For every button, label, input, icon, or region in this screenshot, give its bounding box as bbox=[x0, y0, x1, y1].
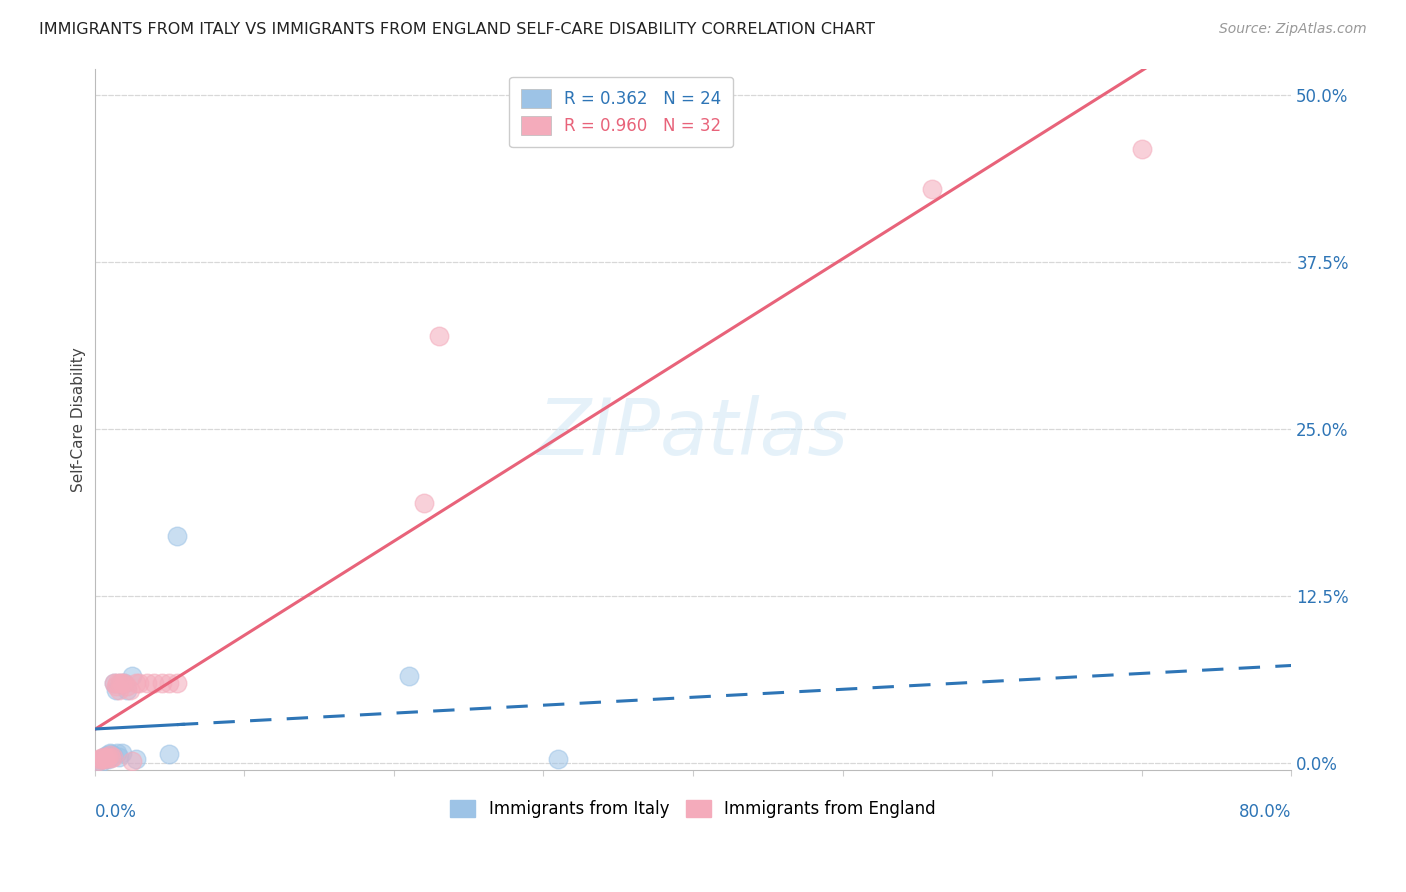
Text: 80.0%: 80.0% bbox=[1239, 804, 1291, 822]
Point bbox=[921, 182, 943, 196]
Point bbox=[114, 676, 136, 690]
Point bbox=[87, 752, 110, 766]
Point bbox=[427, 328, 450, 343]
Point bbox=[117, 682, 139, 697]
Y-axis label: Self-Care Disability: Self-Care Disability bbox=[72, 347, 86, 491]
Point bbox=[105, 746, 128, 760]
Point bbox=[98, 748, 121, 763]
Point bbox=[114, 676, 136, 690]
Point bbox=[91, 752, 114, 766]
Point bbox=[97, 752, 120, 766]
Point bbox=[121, 669, 143, 683]
Point bbox=[121, 754, 143, 768]
Legend: Immigrants from Italy, Immigrants from England: Immigrants from Italy, Immigrants from E… bbox=[443, 793, 942, 825]
Point bbox=[86, 754, 108, 768]
Point bbox=[100, 751, 122, 765]
Point bbox=[110, 746, 132, 760]
Point bbox=[107, 682, 129, 697]
Point bbox=[117, 679, 139, 693]
Point bbox=[120, 682, 142, 697]
Point bbox=[412, 496, 434, 510]
Point bbox=[86, 754, 108, 768]
Point bbox=[94, 752, 117, 766]
Point bbox=[103, 676, 125, 690]
Point bbox=[104, 679, 127, 693]
Point bbox=[90, 751, 112, 765]
Point bbox=[105, 676, 128, 690]
Point bbox=[128, 676, 150, 690]
Text: ZIPatlas: ZIPatlas bbox=[537, 395, 848, 471]
Point bbox=[108, 676, 131, 690]
Point bbox=[125, 752, 148, 766]
Point bbox=[98, 746, 121, 760]
Point bbox=[166, 676, 188, 690]
Point bbox=[110, 676, 132, 690]
Point bbox=[101, 749, 124, 764]
Point bbox=[96, 751, 118, 765]
Point bbox=[150, 676, 173, 690]
Point bbox=[93, 749, 115, 764]
Point bbox=[143, 676, 166, 690]
Point bbox=[96, 748, 118, 763]
Point bbox=[93, 749, 115, 764]
Point bbox=[94, 751, 117, 765]
Point bbox=[547, 752, 569, 766]
Point bbox=[125, 676, 148, 690]
Point bbox=[1130, 142, 1153, 156]
Point bbox=[107, 749, 129, 764]
Point bbox=[108, 676, 131, 690]
Point bbox=[398, 669, 420, 683]
Point bbox=[91, 752, 114, 766]
Text: 0.0%: 0.0% bbox=[94, 804, 136, 822]
Point bbox=[101, 748, 124, 763]
Point bbox=[90, 755, 112, 769]
Text: Source: ZipAtlas.com: Source: ZipAtlas.com bbox=[1219, 22, 1367, 37]
Text: IMMIGRANTS FROM ITALY VS IMMIGRANTS FROM ENGLAND SELF-CARE DISABILITY CORRELATIO: IMMIGRANTS FROM ITALY VS IMMIGRANTS FROM… bbox=[39, 22, 876, 37]
Point bbox=[97, 749, 120, 764]
Point bbox=[166, 529, 188, 543]
Point bbox=[157, 747, 180, 761]
Point bbox=[103, 676, 125, 690]
Point bbox=[136, 676, 159, 690]
Point bbox=[157, 676, 180, 690]
Point bbox=[100, 747, 122, 761]
Point bbox=[104, 682, 127, 697]
